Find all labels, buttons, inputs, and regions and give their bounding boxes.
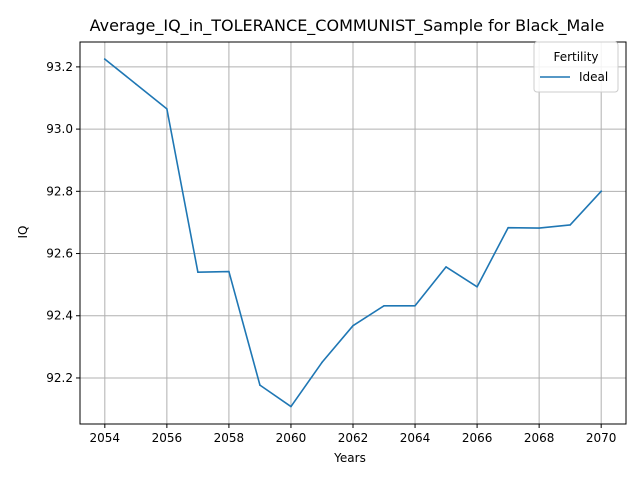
- data-point: [600, 190, 602, 193]
- y-tick-label: 92.4: [46, 309, 73, 323]
- data-point: [383, 304, 385, 307]
- legend-series-label: Ideal: [579, 70, 608, 84]
- x-tick-label: 2054: [90, 431, 121, 445]
- data-point: [352, 324, 354, 327]
- data-point: [104, 58, 106, 60]
- y-tick-label: 93.0: [46, 122, 73, 136]
- x-tick-label: 2058: [214, 431, 245, 445]
- x-tick-label: 2066: [462, 431, 493, 445]
- y-tick-label: 92.6: [46, 247, 73, 261]
- x-tick-label: 2068: [524, 431, 555, 445]
- data-point: [321, 361, 323, 364]
- data-point: [228, 270, 230, 273]
- x-tick-label: 2056: [152, 431, 183, 445]
- data-point: [135, 83, 137, 85]
- data-point: [290, 405, 292, 408]
- y-axis-label: IQ: [16, 226, 30, 239]
- data-point: [476, 286, 478, 288]
- x-tick-label: 2064: [400, 431, 431, 445]
- grid-layer: [80, 42, 626, 424]
- y-tick-label: 92.2: [46, 371, 73, 385]
- x-tick-label: 2060: [276, 431, 307, 445]
- data-point: [507, 226, 509, 229]
- data-point: [538, 227, 540, 229]
- ticks-layer: 2054 2056 2058 2060 2062 2064 2066 2068 2070 92.2…: [46, 60, 616, 445]
- y-tick-label: 92.8: [46, 184, 73, 198]
- data-point: [259, 384, 261, 386]
- y-tick-label: 93.2: [46, 60, 73, 74]
- data-point: [166, 108, 168, 110]
- x-axis-label: Years: [333, 451, 366, 465]
- chart-title: Average_IQ_in_TOLERANCE_COMMUNIST_Sample…: [90, 16, 605, 36]
- series-layer: [103, 57, 603, 408]
- x-tick-label: 2070: [586, 431, 617, 445]
- x-tick-label: 2062: [338, 431, 369, 445]
- data-point: [197, 271, 199, 273]
- data-point: [445, 266, 447, 268]
- legend-title: Fertility: [553, 50, 598, 64]
- data-point: [569, 224, 571, 226]
- legend: Fertility Ideal: [533, 41, 619, 93]
- legend-frame: [533, 41, 619, 93]
- data-point: [414, 304, 416, 307]
